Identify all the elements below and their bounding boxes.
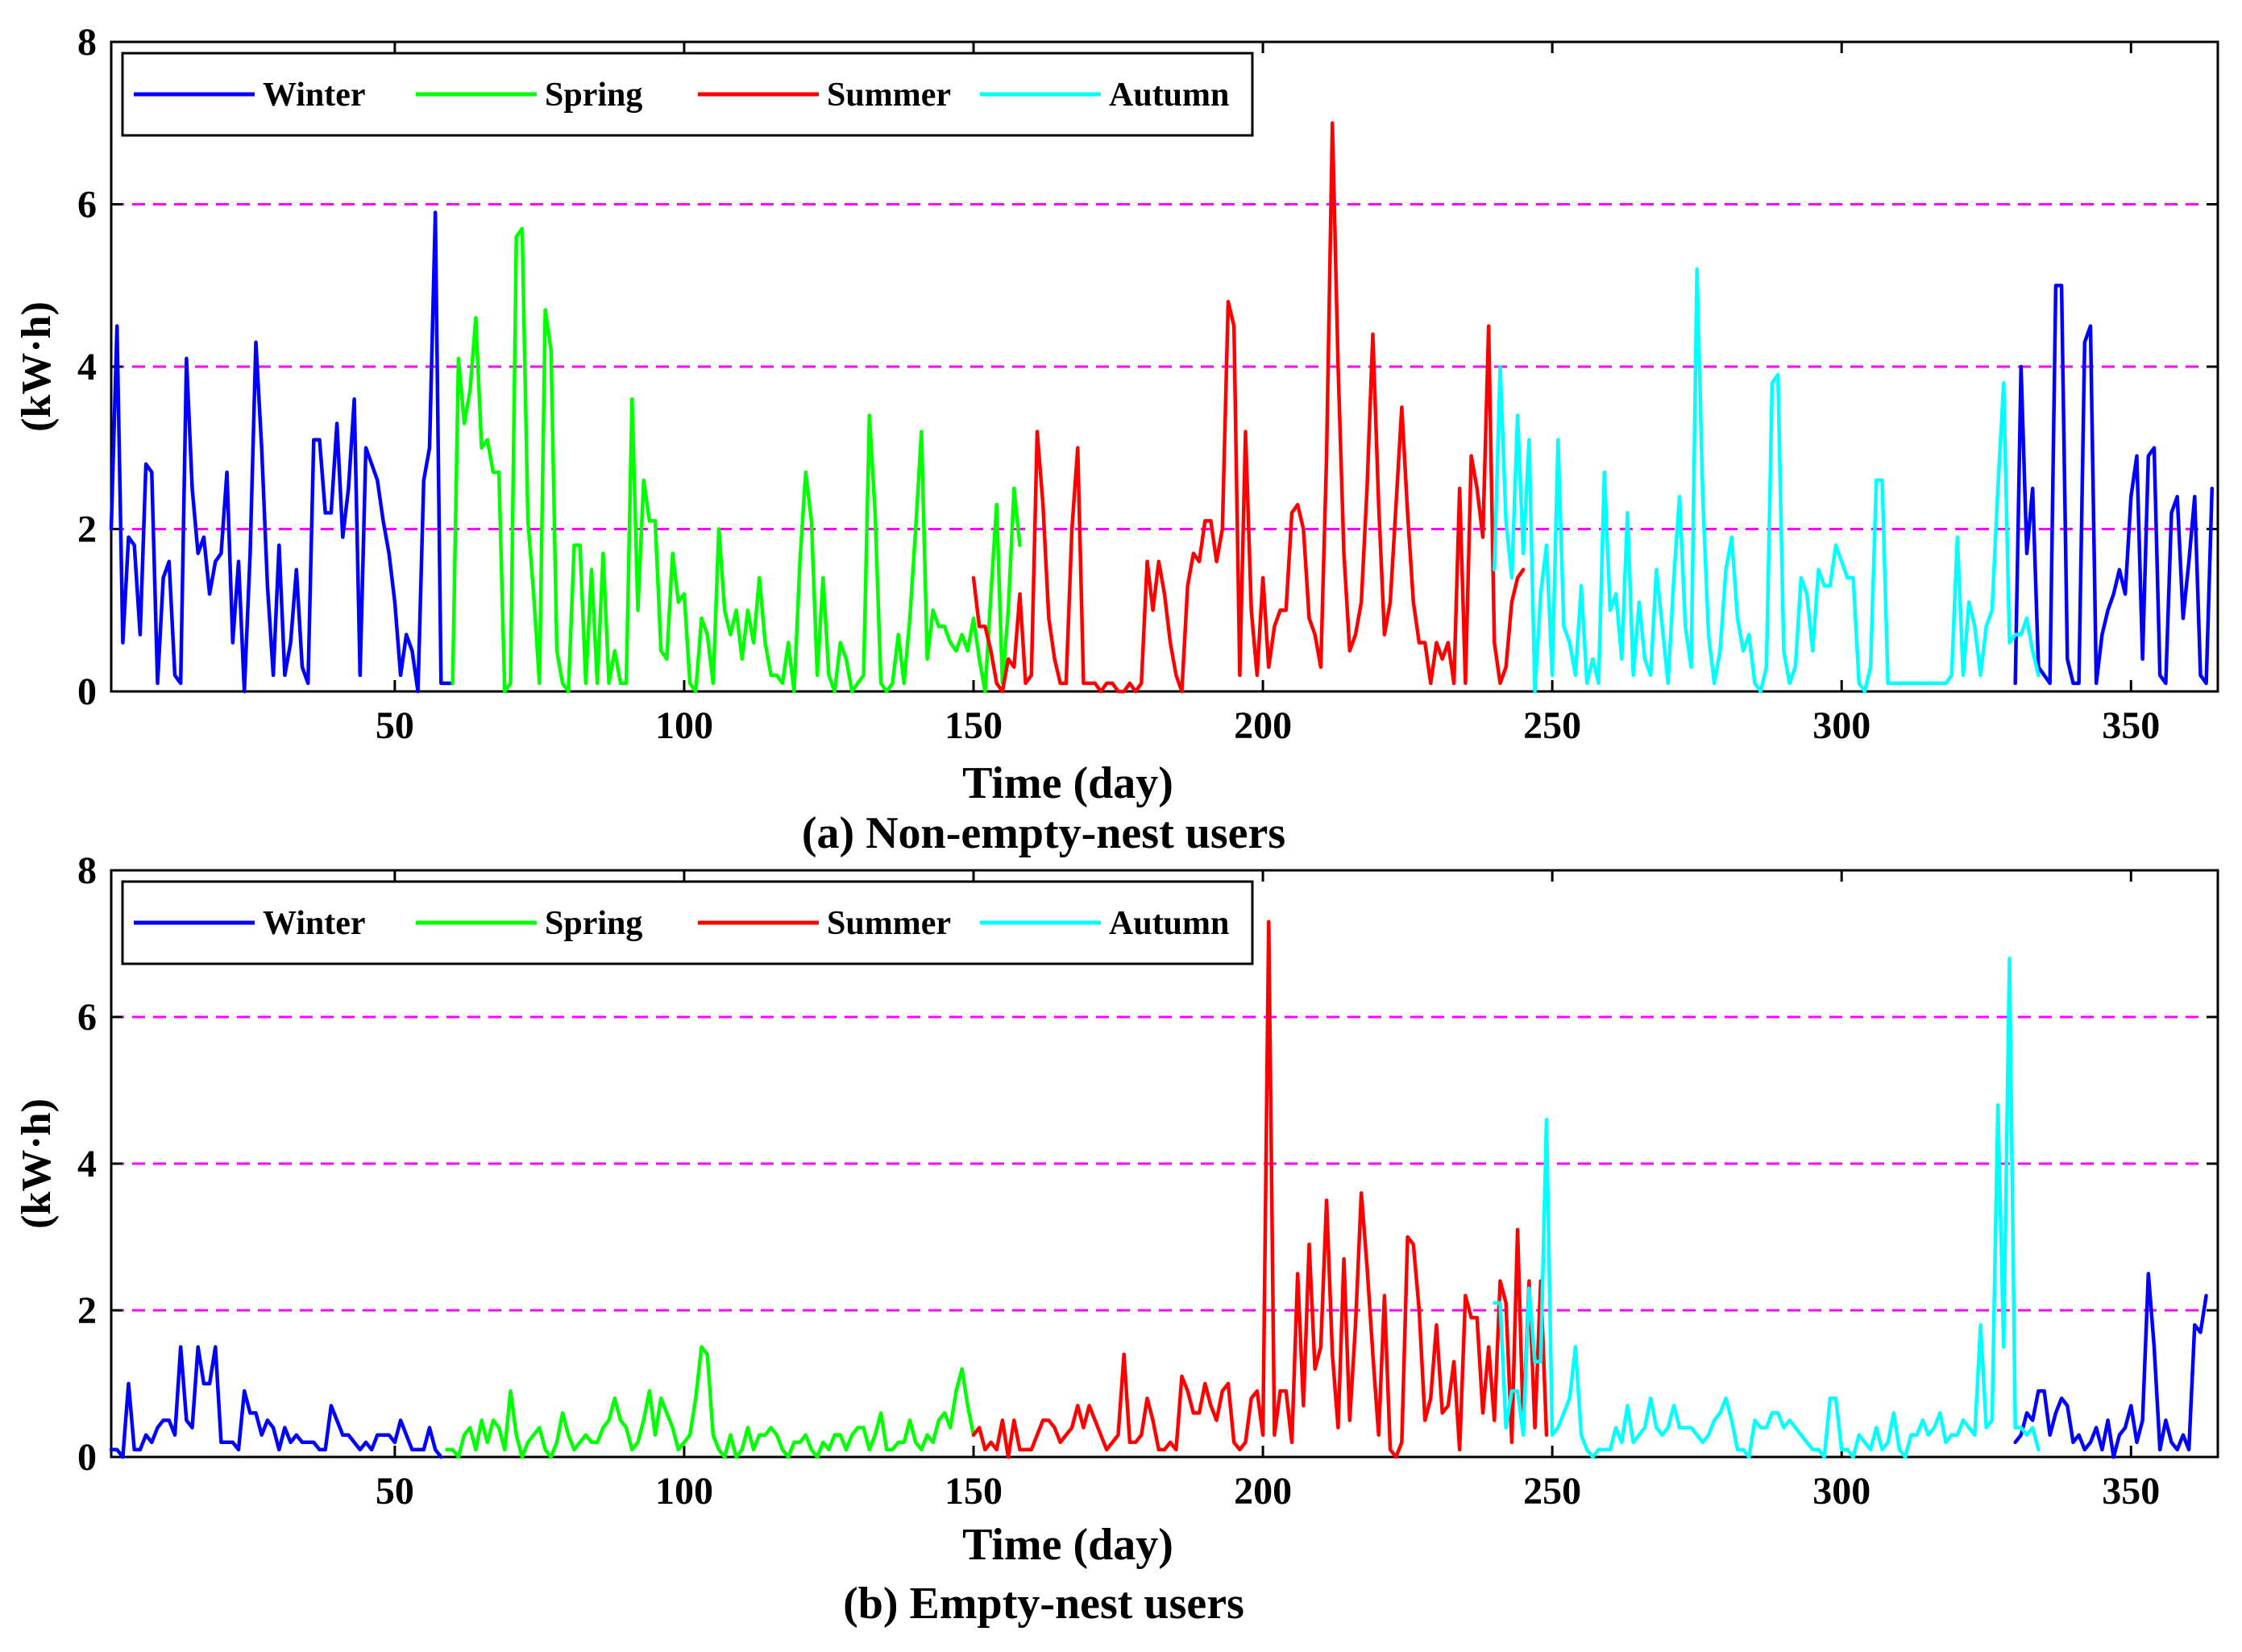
y-tick-label: 4	[77, 346, 97, 388]
series-line-winter-1	[2013, 284, 2215, 686]
legend-label-autumn: Autumn	[1109, 77, 1229, 114]
x-tick-label: 300	[1812, 704, 1870, 747]
series-line-summer-0	[971, 919, 1549, 1459]
x-tick-label: 50	[376, 1470, 414, 1513]
panel-caption: (a) Non-empty-nest users	[802, 808, 1285, 858]
y-axis-label: (kW·h)	[14, 301, 60, 432]
y-tick-label: 2	[77, 508, 97, 551]
series-line-autumn-0	[1493, 956, 2041, 1459]
x-tick-label: 300	[1812, 1470, 1870, 1513]
x-axis-label: Time (day)	[962, 758, 1173, 808]
x-tick-label: 100	[655, 1470, 713, 1513]
series-line-winter-0	[109, 1345, 443, 1459]
legend-label-winter: Winter	[263, 905, 366, 942]
x-tick-label: 250	[1523, 1470, 1581, 1513]
legend-label-autumn: Autumn	[1109, 905, 1229, 942]
x-tick-label: 350	[2102, 704, 2160, 747]
y-tick-label: 8	[77, 849, 97, 892]
x-tick-label: 250	[1523, 704, 1581, 747]
y-tick-label: 8	[77, 21, 97, 64]
x-tick-label: 50	[376, 704, 414, 747]
panel-non-empty-nest: 50 100 150 200 250 300 350 0 2 4 6 8 Winter Spring Sum…	[14, 21, 2219, 858]
legend-label-spring: Spring	[545, 905, 642, 942]
x-tick-label: 200	[1234, 704, 1292, 747]
series-line-winter-0	[109, 210, 455, 694]
legend-label-summer: Summer	[827, 77, 951, 114]
y-tick-label: 2	[77, 1289, 97, 1332]
legend: Winter Spring Summer Autumn	[121, 52, 1254, 137]
series-line-winter-1	[2013, 1272, 2208, 1459]
x-tick-label: 200	[1234, 1470, 1292, 1513]
legend-label-winter: Winter	[263, 77, 366, 114]
y-tick-label: 6	[77, 996, 97, 1039]
y-tick-label: 0	[77, 1436, 97, 1479]
x-tick-label: 100	[655, 704, 713, 747]
x-tick-label: 350	[2102, 1470, 2160, 1513]
legend-label-spring: Spring	[545, 77, 642, 114]
legend-label-summer: Summer	[827, 905, 951, 942]
series-line-summer-0	[971, 121, 1526, 694]
series-line-spring-0	[445, 1345, 976, 1459]
plot-area	[110, 869, 2219, 1459]
x-tick-label: 150	[945, 1470, 1003, 1513]
legend: Winter Spring Summer Autumn	[121, 880, 1254, 965]
y-tick-label: 6	[77, 184, 97, 226]
panel-caption: (b) Empty-nest users	[843, 1579, 1244, 1629]
y-tick-label: 0	[77, 670, 97, 713]
series-line-autumn-0	[1493, 267, 2041, 694]
x-axis-label: Time (day)	[962, 1520, 1173, 1570]
y-tick-label: 4	[77, 1143, 97, 1185]
y-axis-label: (kW·h)	[14, 1098, 60, 1229]
series-line-spring-0	[450, 226, 1022, 694]
panel-empty-nest: 50 100 150 200 250 300 350 0 2 4 6 8 Winter Spring Sum…	[14, 849, 2219, 1629]
x-tick-label: 150	[945, 704, 1003, 747]
